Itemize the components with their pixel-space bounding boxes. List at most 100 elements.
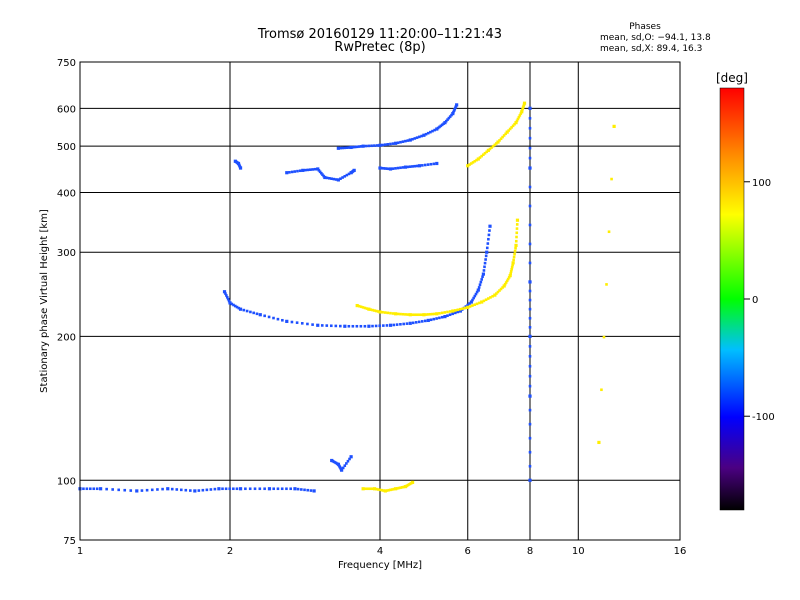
echo-point-x — [517, 115, 521, 119]
echo-point-o — [318, 170, 322, 174]
echo-point-o — [85, 487, 89, 491]
echo-point-o — [528, 242, 532, 246]
echo-point-o — [330, 177, 333, 180]
echo-point-o — [378, 143, 382, 147]
echo-point-o — [117, 488, 121, 492]
echo-point-x — [466, 164, 470, 168]
phases-title: Phases — [629, 22, 661, 32]
echo-point-o — [334, 178, 338, 181]
echo-point-o — [343, 175, 347, 178]
echo-point-o — [374, 324, 378, 328]
echo-point-o — [399, 166, 402, 170]
echo-point-o — [443, 315, 447, 319]
echo-point-o — [446, 118, 449, 121]
echo-point-o — [528, 422, 532, 426]
echo-point-x — [514, 239, 518, 243]
y-tick-label: 500 — [57, 142, 76, 153]
echo-point-o — [166, 487, 170, 491]
echo-point-o — [528, 384, 532, 388]
echo-point-o — [249, 310, 252, 314]
echo-point-o — [276, 317, 280, 321]
echo-point-o — [528, 478, 532, 482]
echo-point-x — [499, 287, 503, 291]
y-tick-labels: 75 100 200 300 400 500 600 750 — [57, 58, 76, 547]
echo-point-o — [89, 487, 92, 491]
echo-point-o — [432, 162, 436, 166]
echo-point-o — [389, 142, 392, 146]
echo-point-o — [385, 167, 389, 170]
echo-point-x — [372, 487, 377, 491]
echo-point-o — [300, 488, 303, 491]
echo-point-o — [248, 487, 252, 491]
echo-point-o — [483, 261, 487, 265]
echo-point-o — [528, 408, 532, 412]
echo-point-o — [345, 173, 349, 177]
echo-point-o — [232, 487, 235, 491]
echo-point-o — [267, 487, 272, 491]
phases-stats: Phases mean, sd,O: −94.1, 13.8 mean, sd,… — [600, 22, 711, 55]
echo-point-o — [408, 138, 412, 142]
echo-point-x — [480, 300, 484, 304]
echo-point-x — [486, 148, 490, 152]
echo-point-x — [426, 313, 430, 316]
echo-point-x — [376, 488, 380, 491]
echo-point-x — [498, 289, 501, 292]
echo-point-o — [345, 462, 348, 465]
echo-point-o — [242, 308, 246, 312]
echo-point-o — [383, 143, 387, 146]
echo-point-o — [423, 163, 427, 167]
echo-point-o — [343, 324, 347, 328]
echo-point-o — [189, 489, 192, 492]
echo-point-o — [321, 173, 324, 176]
echo-point-x — [509, 272, 512, 275]
echo-point-o — [288, 171, 291, 174]
echo-point-o — [255, 312, 259, 316]
echo-point-o — [528, 126, 532, 130]
echo-point-o — [111, 488, 114, 491]
echo-point-o — [487, 237, 490, 241]
echo-point-o — [201, 488, 205, 492]
echo-point-x — [386, 311, 390, 315]
echo-point-x — [383, 489, 387, 493]
echo-point-o — [227, 299, 231, 303]
echo-point-x — [508, 127, 512, 131]
echo-point-o — [401, 140, 405, 143]
echo-point-o — [455, 103, 459, 107]
echo-point-x — [491, 144, 495, 148]
echo-point-x — [468, 305, 472, 308]
echo-point-o — [408, 165, 412, 168]
echo-point-x — [473, 303, 477, 307]
echo-point-o — [353, 145, 357, 149]
echo-point-o — [375, 144, 379, 147]
echo-point-x — [363, 306, 367, 310]
echo-point-o — [367, 144, 371, 148]
echo-point-x — [367, 307, 371, 311]
echo-point-o — [528, 364, 532, 368]
echo-point-x — [446, 310, 449, 314]
echo-point-x — [501, 135, 504, 139]
echo-point-x — [513, 249, 517, 253]
echo-point-o — [179, 488, 183, 492]
echo-point-x — [373, 309, 376, 312]
x-tick-label: 10 — [572, 546, 585, 557]
echo-point-o — [406, 165, 410, 169]
echo-point-o — [473, 294, 477, 298]
echo-point-o — [349, 145, 353, 150]
echo-point-o — [488, 224, 492, 228]
echo-point-o — [238, 166, 243, 170]
y-tick-label: 75 — [63, 536, 76, 547]
echo-point-x — [440, 311, 444, 315]
echo-point-o — [438, 125, 441, 129]
echo-point-o — [485, 250, 489, 254]
echo-point-o — [205, 488, 209, 492]
echo-point-x — [396, 312, 400, 316]
echo-point-o — [221, 487, 224, 491]
echo-point-o — [528, 436, 532, 440]
echo-point-o — [439, 124, 443, 128]
echo-point-x — [365, 307, 369, 310]
echo-point-o — [443, 121, 447, 125]
echo-point-o — [394, 141, 398, 145]
echo-point-o — [323, 175, 327, 180]
echo-point-o — [469, 300, 473, 304]
